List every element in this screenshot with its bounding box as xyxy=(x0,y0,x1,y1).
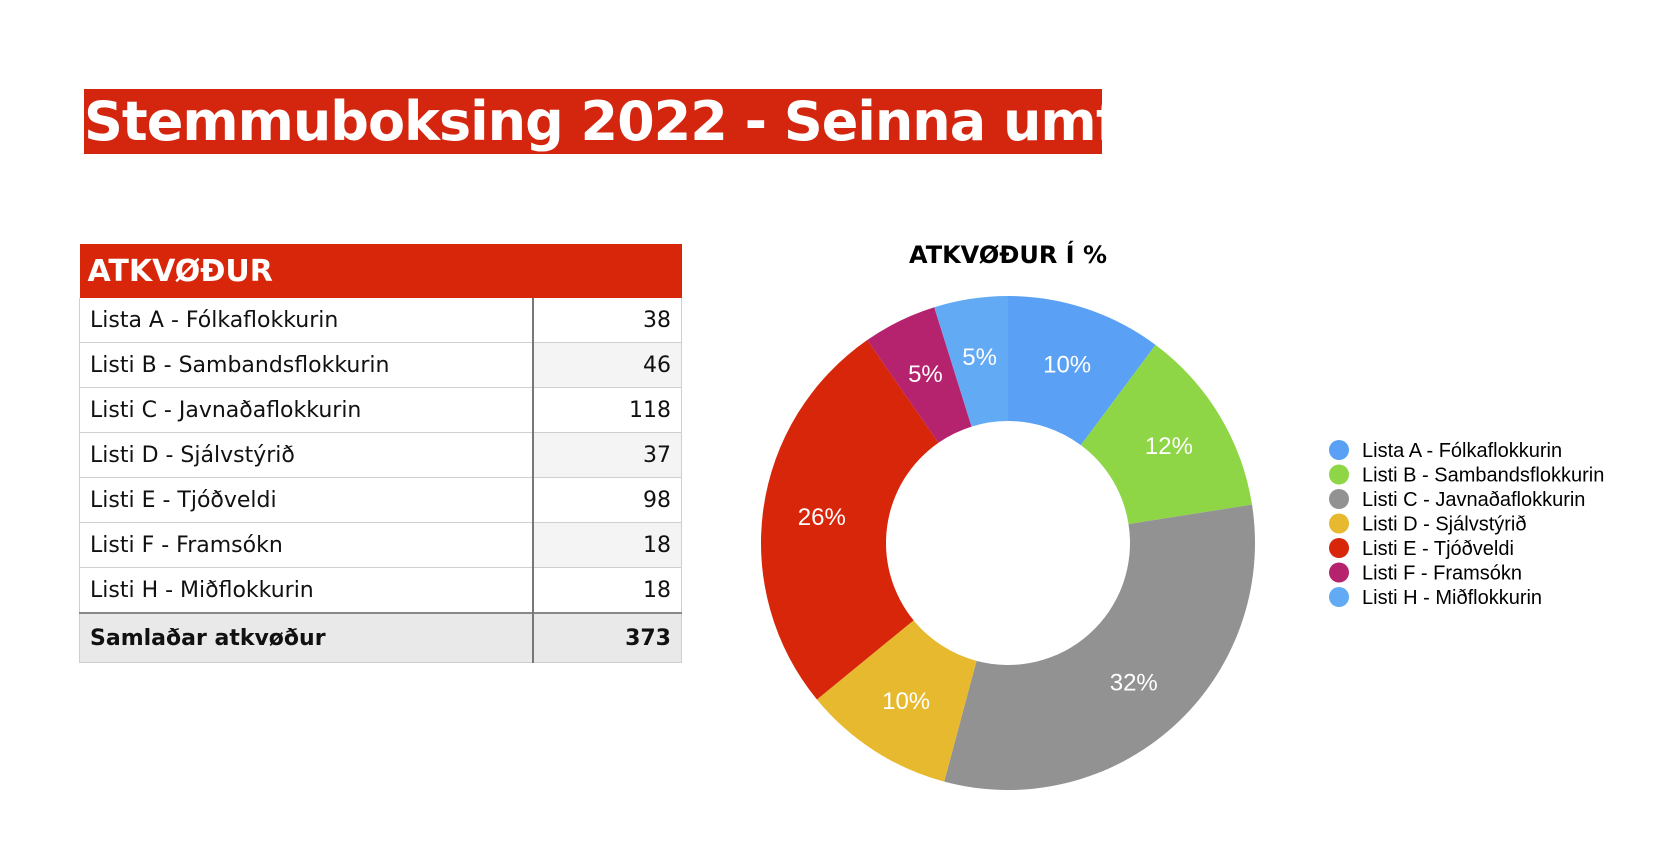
vote-count: 38 xyxy=(533,298,682,343)
slice-percent-label: 5% xyxy=(908,361,943,388)
vote-count: 46 xyxy=(533,342,682,388)
party-name: Listi F - Framsókn xyxy=(79,522,534,568)
slice-percent-label: 10% xyxy=(1043,352,1091,379)
total-value: 373 xyxy=(533,612,682,663)
legend-label: Listi B - Sambandsflokkurin xyxy=(1362,465,1604,487)
slice-percent-label: 10% xyxy=(882,688,930,715)
legend-swatch xyxy=(1329,562,1349,583)
donut-slice xyxy=(867,307,972,443)
vote-count: 18 xyxy=(533,522,682,568)
table-row: Listi C - Javnaðaflokkurin 118 xyxy=(79,387,682,433)
donut-slices xyxy=(761,296,1255,790)
table-row: Lista A - Fólkaflokkurin 38 xyxy=(79,298,682,343)
party-name: Listi E - Tjóðveldi xyxy=(79,477,534,523)
slice-percent-label: 26% xyxy=(798,504,846,531)
legend-swatch xyxy=(1329,489,1349,509)
table-row: Listi F - Framsókn 18 xyxy=(79,522,682,568)
table-row: Listi B - Sambandsflokkurin 46 xyxy=(79,342,682,388)
table-row: Listi H - Miðflokkurin 18 xyxy=(79,567,682,614)
legend-label: Listi C - Javnaðaflokkurin xyxy=(1362,489,1585,511)
donut-slice xyxy=(761,340,939,700)
slice-percent-label: 5% xyxy=(962,344,997,371)
votes-table: ATKVØÐUR Lista A - Fólkaflokkurin 38 Listi… xyxy=(79,244,682,663)
chart-legend: Lista A - Fólkaflokkurin Listi B - Samban… xyxy=(1329,440,1604,609)
vote-count: 37 xyxy=(533,432,682,478)
total-label: Samlaðar atkvøður xyxy=(79,612,534,663)
legend-swatch xyxy=(1329,513,1349,534)
donut-slice xyxy=(816,620,977,782)
chart-title: ATKVØÐUR Í % xyxy=(909,240,1107,269)
party-name: Lista A - Fólkaflokkurin xyxy=(79,298,534,343)
legend-swatch xyxy=(1329,440,1349,460)
vote-count: 18 xyxy=(533,567,682,614)
legend-label: Lista A - Fólkaflokkurin xyxy=(1362,440,1562,462)
table-body: Lista A - Fólkaflokkurin 38 Listi B - Samb… xyxy=(79,298,682,614)
donut-slice xyxy=(1080,344,1253,525)
party-name: Listi B - Sambandsflokkurin xyxy=(79,342,534,388)
slice-percent-label: 32% xyxy=(1110,670,1158,697)
party-name: Listi C - Javnaðaflokkurin xyxy=(79,387,534,433)
vote-count: 98 xyxy=(533,477,682,523)
page-title: Stemmuboksing 2022 - Seinna umfar xyxy=(84,89,1102,154)
donut-slice xyxy=(944,504,1255,790)
party-name: Listi D - Sjálvstýrið xyxy=(79,432,534,478)
legend-label: Listi D - Sjálvstýrið xyxy=(1362,514,1526,536)
donut-slice xyxy=(934,296,1008,427)
slice-percent-label: 12% xyxy=(1145,433,1193,460)
table-row: Listi D - Sjálvstýrið 37 xyxy=(79,432,682,478)
legend-label: Listi H - Miðflokkurin xyxy=(1362,587,1542,609)
legend-swatch xyxy=(1329,464,1349,485)
slice-labels: 10% 12% 32% 10% 26% 5% 5% xyxy=(798,344,1193,715)
table-header: ATKVØÐUR xyxy=(79,244,682,298)
vote-count: 118 xyxy=(533,387,682,433)
party-name: Listi H - Miðflokkurin xyxy=(79,567,534,614)
donut-slice xyxy=(1008,296,1156,446)
legend-label: Listi F - Framsókn xyxy=(1362,563,1522,585)
legend-swatch xyxy=(1329,587,1349,607)
table-header-row: ATKVØÐUR xyxy=(79,244,682,298)
table-row: Listi E - Tjóðveldi 98 xyxy=(79,477,682,523)
legend-label: Listi E - Tjóðveldi xyxy=(1362,538,1514,560)
table-total-row: Samlaðar atkvøður 373 xyxy=(79,612,682,663)
legend-swatch xyxy=(1329,538,1349,558)
